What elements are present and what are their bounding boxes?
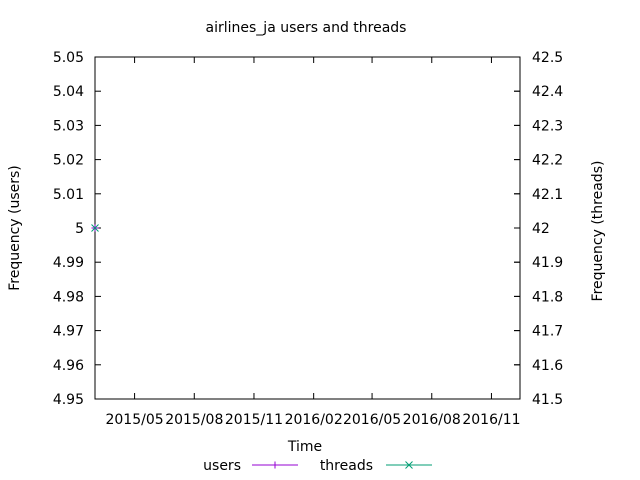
- y-right-tick-label: 42.4: [532, 84, 563, 100]
- y-left-tick-label: 4.95: [53, 392, 84, 408]
- legend-marker-users: [271, 461, 279, 469]
- left-y-axis-label: Frequency (users): [7, 165, 23, 291]
- y-right-tick-label: 42.1: [532, 187, 563, 203]
- x-tick-label: 2015/08: [165, 412, 223, 428]
- legend: users threads: [203, 458, 432, 474]
- y-left-tick-label: 5.05: [53, 50, 84, 66]
- left-axis: 4.95 4.96 4.97 4.98 4.99 5 5.01 5.02 5.03 5.04 5.0…: [53, 50, 520, 408]
- y-right-tick-label: 42: [532, 221, 550, 237]
- y-left-tick-label: 5: [75, 221, 84, 237]
- chart-title: airlines_ja users and threads: [206, 20, 407, 36]
- legend-label-threads: threads: [320, 458, 373, 474]
- y-right-tick-label: 41.7: [532, 324, 563, 340]
- series-layer: [91, 224, 99, 232]
- y-right-tick-label: 42.2: [532, 153, 563, 169]
- x-tick-label: 2016/02: [285, 412, 343, 428]
- y-right-tick-label: 42.3: [532, 118, 563, 134]
- right-axis: 41.5 41.6 41.7 41.8 41.9 42 42.1 42.2 42.3 42.4 42…: [514, 50, 563, 408]
- x-tick-label: 2015/05: [105, 412, 163, 428]
- y-left-tick-label: 5.02: [53, 153, 84, 169]
- right-y-axis-label: Frequency (threads): [590, 161, 606, 302]
- y-left-tick-label: 4.99: [53, 255, 84, 271]
- y-left-tick-label: 4.98: [53, 289, 84, 305]
- x-axis-label: Time: [287, 439, 322, 455]
- legend-marker-threads: [405, 461, 413, 469]
- legend-marker-threads-stroke: [405, 461, 413, 469]
- y-right-tick-label: 41.9: [532, 255, 563, 271]
- legend-label-users: users: [203, 458, 241, 474]
- plot-area: [94, 56, 521, 400]
- y-left-tick-label: 5.04: [53, 84, 84, 100]
- x-tick-label: 2016/08: [403, 412, 461, 428]
- x-tick-label: 2016/05: [343, 412, 401, 428]
- y-left-tick-label: 5.03: [53, 118, 84, 134]
- y-left-tick-label: 5.01: [53, 187, 84, 203]
- y-right-tick-label: 41.6: [532, 358, 563, 374]
- y-right-tick-label: 41.5: [532, 392, 563, 408]
- y-left-tick-label: 4.96: [53, 358, 84, 374]
- y-right-tick-label: 42.5: [532, 50, 563, 66]
- data-point-threads-stroke: [91, 224, 99, 232]
- y-left-tick-label: 4.97: [53, 324, 84, 340]
- y-right-tick-label: 41.8: [532, 289, 563, 305]
- data-point-threads: [91, 224, 99, 232]
- x-tick-label: 2015/11: [225, 412, 283, 428]
- x-tick-label: 2016/11: [462, 412, 520, 428]
- x-axis: 2015/05 2015/08 2015/11 2016/02 2016/05 2016/…: [105, 57, 521, 428]
